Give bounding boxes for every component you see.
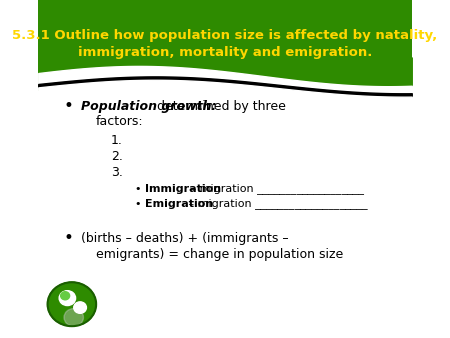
Text: Emigration: Emigration <box>145 199 213 209</box>
Text: •: • <box>134 184 140 194</box>
Text: – migration ___________________: – migration ___________________ <box>187 183 364 194</box>
Circle shape <box>74 302 86 313</box>
Text: determined by three: determined by three <box>153 100 286 113</box>
Text: •: • <box>134 199 140 209</box>
Text: emigrants) = change in population size: emigrants) = change in population size <box>96 248 343 261</box>
Text: Immigration: Immigration <box>145 184 221 194</box>
Text: (births – deaths) + (immigrants –: (births – deaths) + (immigrants – <box>81 232 289 245</box>
Text: immigration, mortality and emigration.: immigration, mortality and emigration. <box>78 46 372 59</box>
FancyBboxPatch shape <box>38 0 412 91</box>
Circle shape <box>61 292 70 300</box>
Circle shape <box>59 291 76 306</box>
Text: Population growth:: Population growth: <box>81 100 217 113</box>
Text: 2.: 2. <box>111 150 123 163</box>
Text: – migration ____________________: – migration ____________________ <box>184 198 367 209</box>
Text: •: • <box>63 97 73 116</box>
Text: •: • <box>63 229 73 247</box>
Text: 5.3.1 Outline how population size is affected by natality,: 5.3.1 Outline how population size is aff… <box>13 29 437 42</box>
Text: factors:: factors: <box>96 115 144 128</box>
Circle shape <box>64 309 83 326</box>
Text: 3.: 3. <box>111 166 123 179</box>
Text: 1.: 1. <box>111 134 123 147</box>
Circle shape <box>48 282 96 326</box>
